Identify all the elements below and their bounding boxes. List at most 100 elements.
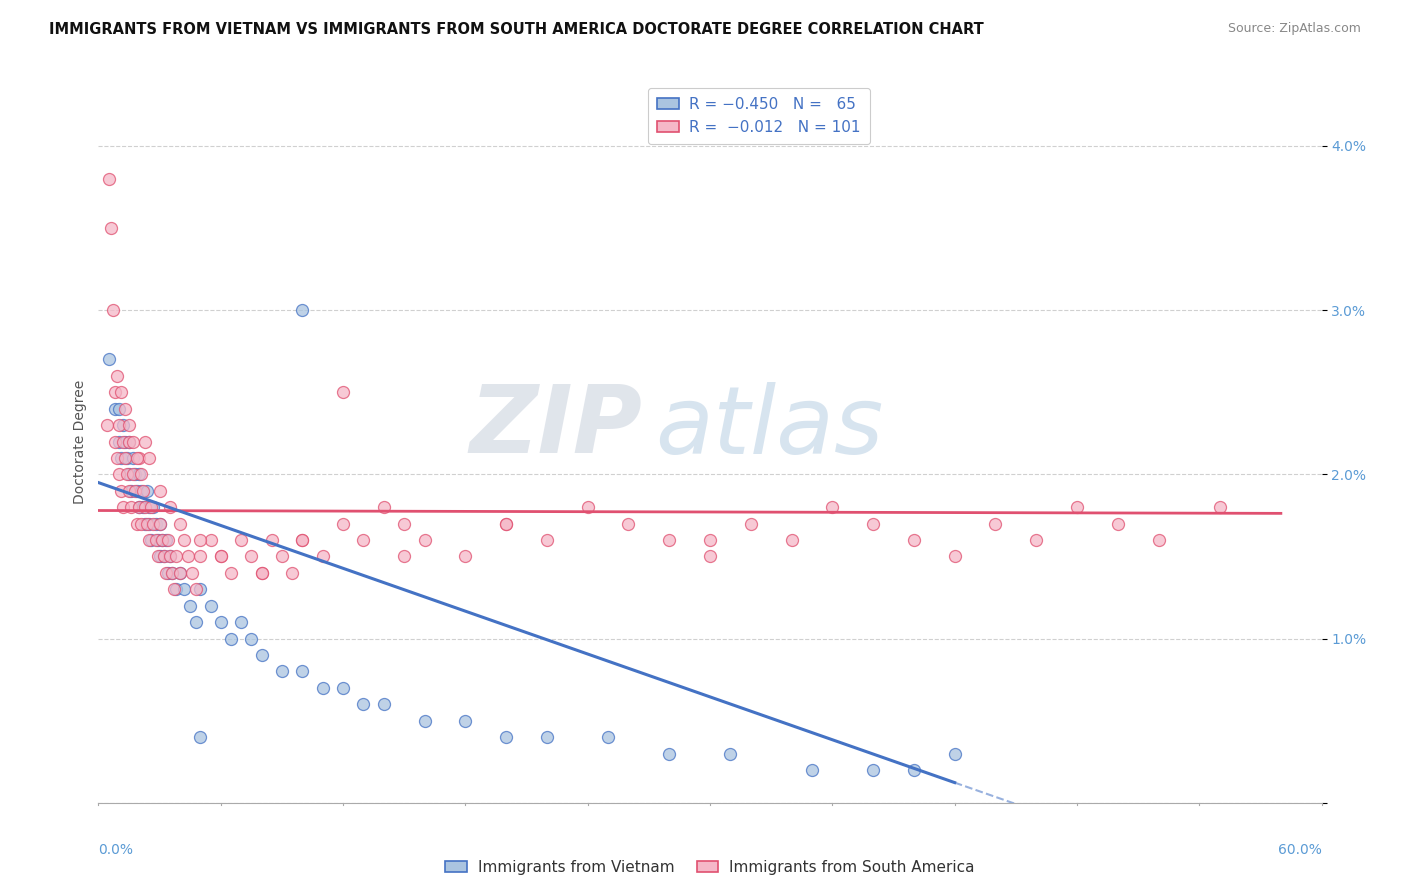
Point <box>1209 500 1232 515</box>
Point <box>132 500 155 515</box>
Point <box>132 483 155 498</box>
Point <box>1066 500 1088 515</box>
Point <box>129 467 152 482</box>
Point <box>138 500 160 515</box>
Point <box>111 418 134 433</box>
Point <box>903 763 925 777</box>
Point <box>169 566 191 580</box>
Point <box>108 418 131 433</box>
Point <box>129 483 152 498</box>
Point <box>105 450 128 465</box>
Point <box>291 533 314 547</box>
Point <box>114 434 136 449</box>
Point <box>373 500 395 515</box>
Point <box>136 516 159 531</box>
Point <box>454 714 477 728</box>
Point <box>146 533 169 547</box>
Point <box>120 483 142 498</box>
Point <box>536 533 558 547</box>
Point <box>780 533 803 547</box>
Point <box>181 566 204 580</box>
Point <box>138 516 160 531</box>
Point <box>392 516 416 531</box>
Point <box>134 516 156 531</box>
Point <box>156 533 179 547</box>
Point <box>392 549 416 564</box>
Point <box>270 665 294 679</box>
Point <box>413 714 436 728</box>
Point <box>105 368 128 383</box>
Point <box>495 516 517 531</box>
Point <box>209 549 232 564</box>
Point <box>984 516 1007 531</box>
Point <box>152 549 174 564</box>
Point <box>96 418 118 433</box>
Point <box>209 549 232 564</box>
Point <box>188 582 212 597</box>
Point <box>155 566 177 580</box>
Point <box>115 450 138 465</box>
Point <box>97 352 120 367</box>
Point <box>146 549 169 564</box>
Point <box>352 533 374 547</box>
Point <box>138 533 160 547</box>
Point <box>134 500 156 515</box>
Text: 60.0%: 60.0% <box>1278 843 1322 856</box>
Point <box>149 516 172 531</box>
Point <box>155 533 177 547</box>
Point <box>122 434 145 449</box>
Point <box>111 500 134 515</box>
Text: ZIP: ZIP <box>470 381 643 473</box>
Point <box>200 533 222 547</box>
Point <box>200 599 222 613</box>
Point <box>149 516 172 531</box>
Point <box>114 401 136 416</box>
Point <box>186 615 208 630</box>
Text: Source: ZipAtlas.com: Source: ZipAtlas.com <box>1227 22 1361 36</box>
Point <box>598 730 620 744</box>
Text: IMMIGRANTS FROM VIETNAM VS IMMIGRANTS FROM SOUTH AMERICA DOCTORATE DEGREE CORREL: IMMIGRANTS FROM VIETNAM VS IMMIGRANTS FR… <box>49 22 984 37</box>
Point <box>454 549 477 564</box>
Point <box>495 516 517 531</box>
Point <box>373 698 395 712</box>
Point <box>124 483 146 498</box>
Point <box>127 516 149 531</box>
Point <box>173 533 195 547</box>
Point <box>159 549 181 564</box>
Point <box>104 434 127 449</box>
Point <box>209 615 232 630</box>
Point <box>1107 516 1129 531</box>
Point <box>149 483 172 498</box>
Point <box>291 665 314 679</box>
Point <box>312 681 335 695</box>
Point <box>173 582 195 597</box>
Point <box>312 549 335 564</box>
Point <box>108 401 131 416</box>
Point <box>270 549 294 564</box>
Point <box>111 434 134 449</box>
Point <box>122 450 145 465</box>
Point <box>250 566 273 580</box>
Point <box>118 418 141 433</box>
Point <box>145 516 167 531</box>
Point <box>141 500 163 515</box>
Point <box>536 730 558 744</box>
Point <box>250 566 273 580</box>
Point <box>110 450 132 465</box>
Point <box>943 747 966 761</box>
Point <box>141 533 163 547</box>
Point <box>188 533 212 547</box>
Point <box>110 385 132 400</box>
Point <box>903 533 925 547</box>
Point <box>495 730 517 744</box>
Point <box>124 467 146 482</box>
Point <box>128 450 150 465</box>
Point <box>165 582 187 597</box>
Text: 0.0%: 0.0% <box>98 843 134 856</box>
Point <box>104 385 127 400</box>
Point <box>291 533 314 547</box>
Point <box>150 533 173 547</box>
Point <box>231 615 253 630</box>
Point <box>150 533 173 547</box>
Point <box>115 467 138 482</box>
